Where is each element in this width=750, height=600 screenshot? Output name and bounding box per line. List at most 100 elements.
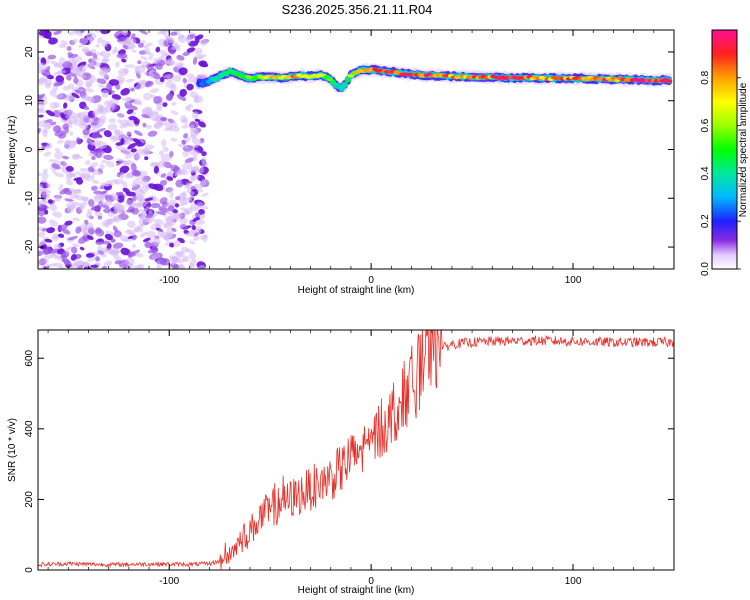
noise-blob (165, 36, 175, 44)
noise-blob (47, 199, 53, 204)
noise-blob (95, 61, 102, 67)
noise-blob (100, 240, 111, 245)
noise-blob (182, 51, 191, 56)
noise-blob (85, 252, 95, 258)
noise-blob (162, 102, 168, 107)
noise-blob (59, 187, 70, 195)
noise-blob (60, 112, 65, 118)
noise-blob (96, 171, 103, 176)
noise-blob (178, 67, 188, 76)
noise-blob (103, 248, 115, 254)
noise-blob (164, 215, 173, 221)
colorbar-gradient (712, 30, 737, 269)
colorbar-tick-label: 0.2 (700, 214, 711, 228)
noise-blob (86, 235, 94, 240)
noise-blob (89, 75, 96, 83)
noise-blob (86, 82, 92, 89)
noise-blob (126, 119, 136, 127)
noise-blob (151, 254, 161, 260)
noise-blob (149, 116, 159, 122)
noise-blob (162, 222, 168, 229)
noise-blob (43, 209, 49, 215)
noise-blob (191, 111, 200, 119)
snr-ticks: -100 0 100 0 200 400 600 (24, 330, 675, 587)
noise-blob (108, 118, 117, 124)
noise-blob (81, 95, 90, 101)
noise-blob (95, 262, 101, 267)
chart-title: S236.2025.356.21.11.R04 (282, 2, 433, 17)
noise-blob (165, 81, 176, 89)
noise-blob (44, 82, 52, 89)
noise-blob (58, 57, 66, 65)
noise-blob (171, 120, 178, 128)
noise-blob (153, 57, 161, 64)
noise-blob (74, 259, 83, 266)
noise-blob (91, 185, 98, 191)
noise-blob (38, 93, 46, 99)
noise-blob (78, 236, 88, 244)
noise-blob (170, 164, 179, 173)
noise-blob (61, 258, 72, 265)
noise-blob (201, 151, 207, 157)
noise-blob (104, 200, 113, 206)
noise-blob (186, 47, 196, 53)
noise-blob (71, 68, 77, 74)
noise-blob (43, 151, 52, 157)
noise-blob (38, 216, 47, 224)
noise-blob (101, 39, 108, 48)
noise-blob (54, 148, 61, 153)
noise-blob (150, 202, 161, 209)
noise-blob (142, 122, 147, 128)
noise-blob (138, 30, 148, 35)
noise-blob (183, 133, 189, 139)
x-tick-label: 0 (368, 576, 374, 587)
noise-blob (56, 69, 66, 75)
noise-blob (49, 101, 58, 110)
noise-blob (76, 66, 84, 73)
noise-blob (171, 101, 177, 106)
noise-blob (49, 204, 58, 212)
noise-blob (82, 72, 92, 81)
noise-blob (38, 78, 46, 86)
noise-blob (101, 159, 106, 164)
noise-blob (114, 215, 122, 222)
noise-blob (96, 127, 106, 133)
noise-blob (100, 253, 107, 258)
noise-blob (161, 139, 167, 147)
noise-blob (160, 173, 167, 178)
noise-blob (169, 242, 175, 248)
noise-blob (115, 61, 120, 68)
noise-blob (197, 54, 207, 59)
noise-blob (64, 198, 74, 202)
noise-blob (88, 199, 95, 207)
noise-blob (101, 89, 110, 98)
noise-blob (141, 114, 151, 119)
noise-blob (75, 177, 84, 185)
noise-blob (155, 46, 161, 53)
noise-blob (158, 150, 164, 156)
noise-blob (120, 247, 130, 256)
snr-y-axis-label: SNR (10 * v/v) (7, 418, 18, 482)
noise-blob (181, 162, 193, 171)
noise-blob (90, 264, 99, 269)
noise-blob (128, 99, 135, 104)
noise-blob (179, 198, 187, 205)
noise-blob (190, 174, 196, 182)
noise-blob (139, 231, 149, 238)
noise-blob (62, 228, 71, 235)
noise-blob (45, 110, 55, 117)
x-tick-label: -100 (159, 576, 179, 587)
noise-blob (68, 121, 73, 128)
noise-blob (196, 34, 204, 40)
noise-blob (190, 166, 200, 174)
noise-blob (180, 207, 187, 211)
noise-blob (117, 112, 124, 119)
x-tick-label: -100 (159, 275, 179, 286)
noise-blob (171, 44, 181, 50)
noise-blob (107, 123, 118, 131)
noise-blob (169, 125, 174, 132)
noise-blob (97, 108, 104, 115)
noise-blob (62, 123, 70, 130)
colorbar-tick-label: 0.4 (700, 166, 711, 180)
noise-blob (192, 217, 200, 222)
